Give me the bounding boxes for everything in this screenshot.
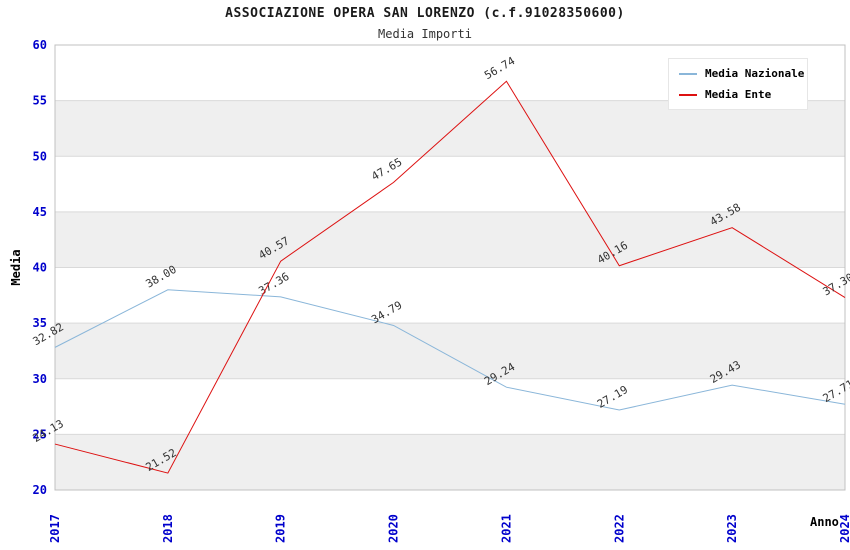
- y-tick-label: 20: [33, 483, 47, 497]
- y-tick-label: 45: [33, 205, 47, 219]
- x-axis: 2017 2018 2019 2020 2021 2022 2023 2024: [48, 514, 850, 543]
- y-tick-label: 35: [33, 316, 47, 330]
- series-line: [54, 289, 846, 411]
- y-tick-label: 50: [33, 149, 47, 163]
- series-line: [54, 80, 846, 474]
- y-tick-label: 25: [33, 427, 47, 441]
- point-label: 27.19: [595, 383, 630, 411]
- band: [55, 434, 845, 490]
- x-tick-label: 2017: [48, 514, 62, 543]
- x-tick-label: 2024: [838, 514, 850, 543]
- point-label: 47.65: [369, 155, 404, 183]
- legend-swatch: [679, 72, 697, 75]
- y-tick-label: 60: [33, 38, 47, 52]
- point-label: 37.30: [821, 271, 850, 299]
- band: [55, 211, 845, 268]
- y-axis: 20 25 30 35 40 45 50 55 60: [33, 38, 47, 497]
- legend-entry: Media Nazionale: [679, 67, 804, 80]
- chart-subtitle: Media Importi: [378, 27, 472, 41]
- legend-label: Media Ente: [705, 88, 772, 101]
- chart-title: ASSOCIAZIONE OPERA SAN LORENZO (c.f.9102…: [225, 6, 625, 21]
- legend: Media Nazionale Media Ente: [668, 58, 808, 110]
- background-bands: [55, 100, 845, 490]
- point-label: 27.71: [821, 377, 850, 405]
- y-tick-label: 40: [33, 261, 47, 275]
- x-tick-label: 2021: [499, 514, 513, 543]
- x-tick-label: 2022: [612, 514, 626, 543]
- y-axis-title: Media: [9, 249, 23, 285]
- y-tick-label: 55: [33, 94, 47, 108]
- point-label: 56.74: [482, 54, 518, 82]
- band: [55, 323, 845, 379]
- legend-swatch: [679, 93, 697, 96]
- y-tick-label: 30: [33, 372, 47, 386]
- x-tick-label: 2019: [274, 514, 288, 543]
- plot-border: [54, 44, 846, 491]
- x-axis-title: Anno: [810, 515, 839, 529]
- legend-label: Media Nazionale: [705, 67, 805, 80]
- x-tick-label: 2018: [161, 514, 175, 543]
- legend-entry: Media Ente: [679, 88, 797, 101]
- x-tick-label: 2023: [725, 514, 739, 543]
- point-label: 34.79: [369, 299, 404, 327]
- x-tick-label: 2020: [387, 514, 401, 543]
